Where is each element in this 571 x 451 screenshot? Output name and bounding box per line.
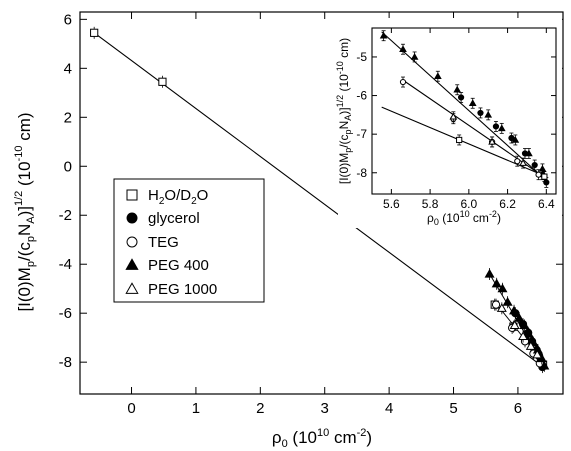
main-plot: 0 1 2 3 4 5 6 -8 -6 -4 -2 0 2 4 6 — [59, 11, 563, 417]
x-tick-label: 6 — [514, 400, 522, 417]
x-axis-label: ρ0 (1010 cm-2) — [272, 427, 372, 450]
inset-data-point — [379, 31, 388, 39]
inset-data-point — [468, 99, 477, 107]
plot-frame — [79, 11, 564, 395]
inset-data-point — [449, 112, 458, 120]
inset-y-axis-label: [I(0)Mp/(cpNA)]1/2 (10-10 cm) — [335, 38, 353, 184]
data-point — [90, 28, 99, 37]
inset-data-point — [399, 78, 407, 86]
y-tick-label: -2 — [59, 207, 72, 224]
inset-x-tick-label: 6.4 — [538, 197, 555, 211]
inset-data-point — [492, 123, 500, 130]
data-point — [491, 278, 502, 288]
data-point — [519, 320, 530, 330]
inset-data-point — [488, 137, 496, 145]
y-tick-label: 6 — [64, 11, 72, 28]
inset-data-point — [519, 159, 527, 166]
y-axis-label: [I(0)Mp/(cpNA)]1/2 (10-10 cm) — [13, 112, 37, 311]
y-tick-label: -4 — [59, 256, 72, 273]
x-tick-label: 5 — [449, 400, 457, 417]
data-point — [539, 360, 550, 370]
legend-marker — [125, 258, 139, 270]
inset-data-point — [514, 158, 521, 165]
inset-data-point — [410, 52, 419, 60]
y-tick-label: 2 — [64, 109, 72, 126]
fit-line — [93, 32, 546, 369]
x-tick-label: 0 — [127, 400, 135, 417]
inset-x-tick-label: 5.6 — [383, 197, 400, 211]
x-tick-label: 1 — [192, 400, 200, 417]
y-tick-label: -6 — [59, 305, 72, 322]
legend: H2O/D2O glycerol TEG PEG 400 PEG 1000 — [113, 178, 265, 303]
inset-data-point — [484, 110, 493, 118]
inset-y-tick-label: -5 — [356, 50, 367, 64]
y-tick-label: 4 — [64, 60, 72, 77]
legend-marker — [126, 236, 138, 248]
legend-label-teg: TEG — [148, 234, 179, 251]
inset-fit-line — [381, 106, 547, 178]
data-point — [491, 300, 501, 309]
inset-y-tick-label: -6 — [356, 89, 367, 103]
legend-marker — [125, 282, 139, 294]
inset-data-point — [543, 179, 550, 186]
inset-data-point — [531, 161, 538, 169]
inset-data-point — [399, 45, 407, 52]
legend-label-glycerol: glycerol — [148, 210, 200, 227]
inset-x-tick-label: 6.0 — [460, 197, 477, 211]
inset-fit-line — [381, 31, 547, 181]
inset-data-point — [521, 150, 529, 157]
inset-data-point — [497, 124, 506, 132]
inset-data-point — [453, 85, 462, 93]
inset-data-point — [434, 72, 442, 79]
data-point — [509, 320, 520, 330]
inset-x-tick-label: 5.8 — [422, 197, 439, 211]
legend-marker — [126, 189, 138, 201]
y-tick-label: -8 — [59, 354, 72, 371]
inset-data-point — [541, 173, 548, 180]
inset-background — [338, 18, 562, 228]
data-point — [509, 305, 520, 315]
inset-frame — [371, 27, 557, 195]
x-tick-label: 2 — [256, 400, 264, 417]
legend-label-peg1000: PEG 1000 — [148, 281, 217, 298]
inset-data-point — [456, 136, 463, 144]
legend-label-peg400: PEG 400 — [148, 257, 209, 274]
x-tick-label: 3 — [321, 400, 329, 417]
inset-y-tick-label: -7 — [356, 127, 367, 141]
data-point — [158, 77, 167, 86]
data-point — [525, 341, 536, 350]
inset-y-tick-label: -8 — [356, 166, 367, 180]
inset-plot: 5.6 5.8 6.0 6.2 6.4 -8 -7 -6 -5 ρ0 (1010 cm-2) [… — [335, 18, 562, 228]
inset-data-point — [535, 171, 542, 178]
inset-x-tick-label: 6.2 — [499, 197, 516, 211]
data-point — [523, 328, 534, 338]
inset-x-axis-label: ρ0 (1010 cm-2) — [427, 209, 501, 227]
legend-box — [113, 178, 265, 303]
data-point — [484, 268, 495, 278]
inset-data-point — [477, 109, 484, 117]
data-point — [518, 331, 529, 341]
data-point — [502, 297, 513, 306]
x-tick-label: 4 — [385, 400, 393, 417]
inset-data-point — [457, 94, 465, 101]
data-point — [514, 312, 525, 322]
inset-data-point — [508, 134, 515, 142]
data-point — [496, 303, 507, 312]
legend-marker — [126, 212, 138, 224]
data-point — [497, 283, 508, 293]
y-tick-label: 0 — [64, 158, 72, 175]
data-point — [532, 349, 543, 359]
